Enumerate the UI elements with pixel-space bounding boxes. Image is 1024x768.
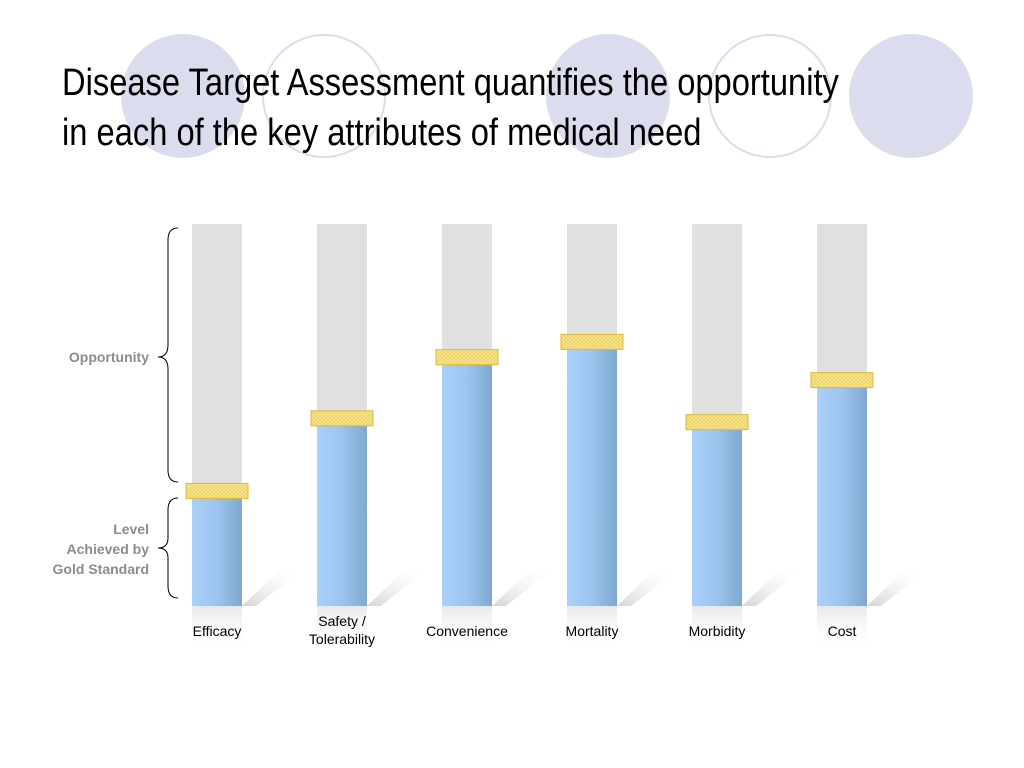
- bar-reflection: [192, 606, 242, 652]
- bar-reflection: [692, 606, 742, 652]
- bar: [567, 342, 617, 606]
- level-label-line-3: Gold Standard: [52, 561, 149, 577]
- x-tick-label: Cost: [828, 623, 857, 639]
- x-axis-labels: Efficacy Safety / Tolerability Convenience M…: [193, 613, 857, 647]
- opportunity-label: Opportunity: [68, 349, 149, 365]
- decor-circle-outline: [708, 34, 832, 158]
- bar-reflection: [567, 606, 617, 652]
- decorative-circles: [121, 34, 973, 158]
- gold-standard-marker: [435, 349, 499, 366]
- x-tick-label: Convenience: [426, 623, 508, 639]
- gold-standard-marker: [810, 372, 874, 389]
- braces: [157, 227, 179, 599]
- level-achieved-label: Level Achieved by Gold Standard: [53, 519, 149, 579]
- gold-standard-marker: [685, 414, 749, 431]
- decor-circle-outline: [262, 34, 386, 158]
- bar-reflection: [317, 606, 367, 652]
- slide-title: Disease Target Assessment quantifies the…: [62, 58, 870, 158]
- level-label-line-2: Achieved by: [66, 541, 149, 557]
- gold-standard-marker: [560, 333, 624, 350]
- decor-circle-filled: [121, 34, 245, 158]
- bar-shadow: [742, 568, 804, 606]
- decor-circle-filled: [849, 34, 973, 158]
- decor-circle-filled: [546, 34, 670, 158]
- slide-title-line-2: in each of the key attributes of medical…: [62, 112, 702, 154]
- gold-standard-marker: [185, 482, 249, 499]
- slide-title-line-1: Disease Target Assessment quantifies the…: [62, 62, 839, 104]
- bar-shadow: [867, 568, 929, 606]
- bar: [317, 418, 367, 606]
- bar-reflection: [817, 606, 867, 652]
- bar: [442, 357, 492, 606]
- gold-standard-marker: [310, 410, 374, 427]
- bar-shadow: [492, 568, 554, 606]
- x-tick-label: Mortality: [566, 623, 619, 639]
- bar-shadow: [367, 568, 429, 606]
- level-brace: [157, 497, 179, 599]
- bar-reflection: [442, 606, 492, 652]
- opportunity-brace: [157, 227, 179, 483]
- bar: [817, 380, 867, 606]
- x-tick-label: Efficacy: [193, 623, 242, 639]
- x-tick-label: Safety / Tolerability: [309, 613, 375, 647]
- assessment-chart: Efficacy Safety / Tolerability Convenience M…: [157, 224, 929, 652]
- level-label-line-1: Level: [113, 521, 149, 537]
- bar: [192, 491, 242, 606]
- bars: [185, 224, 929, 652]
- bar-shadow: [617, 568, 679, 606]
- bar: [692, 422, 742, 606]
- bar-shadow: [242, 568, 304, 606]
- x-tick-label: Morbidity: [689, 623, 746, 639]
